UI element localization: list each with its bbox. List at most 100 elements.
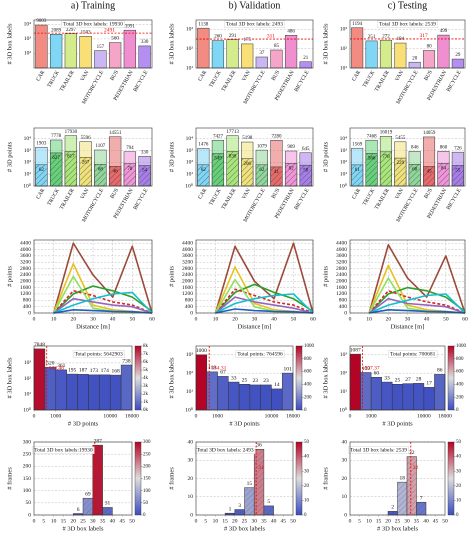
x-tick-label: 30 — [405, 316, 411, 322]
annotation-box — [388, 350, 438, 358]
histogram-bar — [33, 348, 46, 411]
y-axis-label: # 3D box labels — [322, 357, 329, 398]
histogram-bar — [370, 377, 382, 411]
annotation: Total points: 700681 — [390, 351, 436, 357]
annotation-box — [32, 446, 95, 454]
histogram-bar — [66, 373, 78, 411]
y-tick-label: 2400 — [182, 272, 193, 278]
bar-hatch — [270, 166, 283, 186]
line — [214, 283, 314, 314]
histogram-bar — [260, 384, 272, 411]
y-tick-label: 10² — [24, 160, 32, 166]
y-tick-label: 4000 — [336, 247, 347, 253]
histogram-bar — [349, 353, 361, 411]
category-label: BUS — [271, 70, 282, 82]
colorbar-tick-label: 200 — [143, 464, 151, 469]
bar-hatch — [254, 449, 264, 515]
x-axis-label: # 3D points — [68, 420, 99, 427]
y-tick-label: 0 — [190, 310, 193, 316]
value-label: 738 — [122, 358, 131, 364]
histogram-bar — [77, 374, 89, 411]
x-axis-label: Distance [m] — [76, 323, 110, 330]
colorbar-tick-label: 20 — [304, 484, 310, 489]
y-tick-label: 10² — [340, 46, 348, 52]
bar — [123, 29, 137, 69]
colorbar — [295, 345, 303, 411]
y-tick-label: 10³ — [24, 360, 32, 366]
colorbar-tick-label: 10 — [456, 499, 462, 504]
x-tick-label: 0 — [33, 316, 36, 322]
mean-label: 317 — [419, 33, 428, 39]
value-label: 68 — [412, 167, 418, 172]
value-label: 778 — [382, 155, 390, 160]
value-label: 499 — [440, 29, 448, 34]
y-tick-label: 10⁰ — [185, 182, 194, 189]
y-tick-label: 10⁴ — [186, 136, 194, 142]
bar — [35, 24, 48, 69]
colorbar-tick-label: 40 — [456, 455, 462, 460]
y-tick-label: 20 — [342, 476, 348, 482]
value-label: 267 — [82, 160, 90, 165]
bar-hatch — [365, 153, 378, 186]
y-tick-label: 0 — [28, 310, 31, 316]
value-label: 194 — [397, 37, 405, 42]
value-label: 45 — [427, 170, 433, 175]
x-tick-label: 35 — [100, 518, 106, 524]
category-label: CAR — [35, 187, 46, 200]
category-label: CAR — [351, 69, 362, 82]
value-label: 62 — [39, 168, 45, 173]
y-tick-label: 10⁰ — [185, 406, 194, 413]
bar — [365, 40, 378, 69]
x-tick-label: 45 — [119, 518, 125, 524]
category-label: BUS — [109, 188, 120, 200]
y-tick-label: 10¹ — [186, 65, 194, 71]
histogram-bar — [434, 374, 446, 411]
mean-label: 534.31 — [211, 366, 226, 372]
value-label: 14551 — [109, 131, 122, 136]
value-label: 25 — [242, 378, 248, 384]
value-label: 61 — [355, 168, 361, 173]
plot-frame — [195, 19, 314, 69]
plot-frame — [195, 441, 294, 516]
y-tick-label: 10¹ — [186, 171, 194, 177]
plot-frame — [195, 345, 294, 411]
value-label: 1000 — [196, 348, 207, 354]
bar-hatch — [83, 498, 93, 515]
value-label: 5596 — [81, 136, 92, 141]
y-tick-label: 10⁴ — [24, 136, 32, 142]
value-label: 560 — [111, 37, 119, 42]
y-axis-label: # 3D box labels — [168, 357, 175, 398]
value-label: 27 — [405, 377, 411, 383]
y-tick-label: 10⁰ — [23, 406, 32, 413]
y-axis-label: # 3D box labels — [6, 23, 13, 64]
histogram-bar — [55, 369, 67, 411]
y-tick-label: 2400 — [336, 272, 347, 278]
x-tick-label: 45 — [433, 518, 439, 524]
value-label: 1079 — [257, 144, 268, 149]
x-tick-label: 10 — [51, 518, 57, 524]
value-label: 78 — [127, 167, 133, 172]
category-label: BICYCLE — [132, 69, 149, 93]
bar-hatch — [102, 507, 113, 515]
y-tick-label: 1600 — [336, 285, 347, 291]
x-tick-label: 0 — [33, 518, 36, 524]
colorbar-tick-label: 1000 — [456, 344, 467, 349]
histogram-bar — [206, 371, 218, 411]
colorbar-tick-label: 0 — [304, 408, 307, 413]
colorbar — [295, 441, 303, 516]
y-tick-label: 0 — [190, 512, 193, 518]
category-label: BICYCLE — [294, 69, 311, 93]
y-tick-label: 30 — [188, 458, 194, 464]
bar-hatch — [351, 164, 363, 186]
x-tick-label: 0 — [349, 316, 352, 322]
plot-frame — [349, 127, 466, 187]
value-label: 33 — [231, 375, 237, 381]
mean-label: 311 — [267, 33, 275, 39]
value-label: 2297 — [66, 28, 77, 33]
value-label: 175 — [243, 38, 251, 43]
bar-hatch — [388, 511, 398, 515]
y-axis-label: # 3D points — [6, 141, 13, 172]
y-tick-label: 10⁴ — [340, 136, 348, 142]
y-tick-label: 10² — [24, 376, 32, 382]
